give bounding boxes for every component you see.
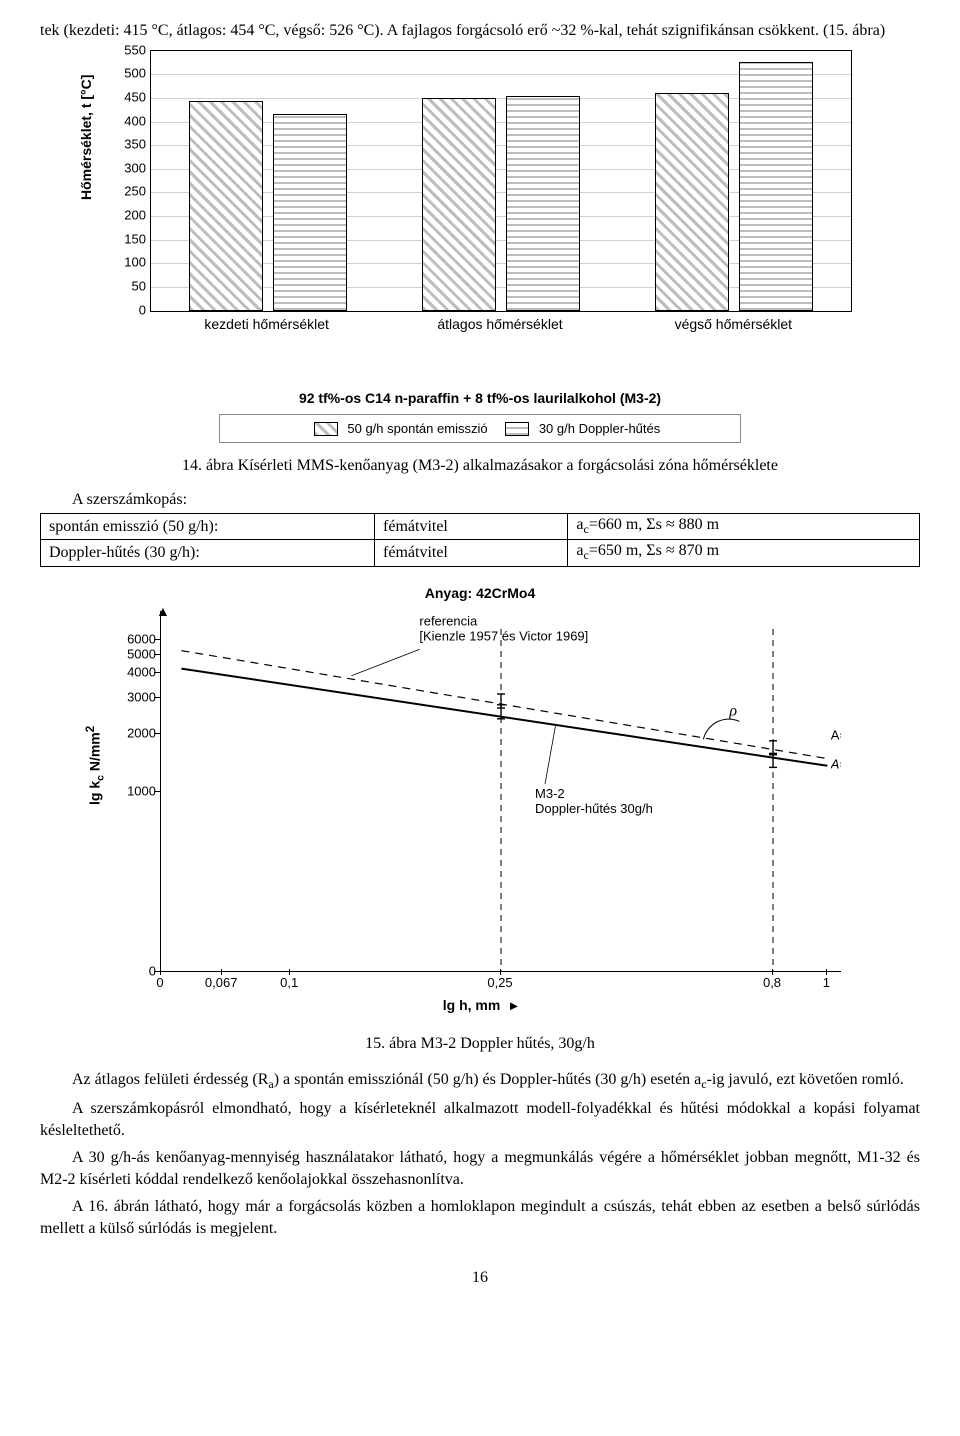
chart1-bar <box>739 62 813 311</box>
tool-wear-table: spontán emisszió (50 g/h):fémátvitelac=6… <box>40 513 920 566</box>
chart1-category-label: végső hőmérséklet <box>643 316 823 332</box>
page-number: 16 <box>40 1269 920 1287</box>
chart1-ytick: 150 <box>116 231 146 246</box>
chart1-category-label: kezdeti hőmérséklet <box>177 316 357 332</box>
chart1-category-label: átlagos hőmérséklet <box>410 316 590 332</box>
chart1-ytick: 450 <box>116 89 146 104</box>
body-paragraph-4: A 16. ábrán látható, hogy már a forgácso… <box>40 1196 920 1239</box>
cutting-force-chart: Anyag: 42CrMo4 lg kc N/mm2 ▲ ρreferencia… <box>40 585 920 1025</box>
chart2-xtick: 0,25 <box>487 975 512 990</box>
table-cell: ac=650 m, Σs ≈ 870 m <box>568 540 920 566</box>
chart1-bar <box>506 96 580 311</box>
temperature-bar-chart: Hőmérséklet, t [°C] 0 50 100 150 200 250 300 35… <box>40 50 920 444</box>
chart1-ytick: 350 <box>116 137 146 152</box>
chart2-xtick: 0 <box>156 975 163 990</box>
chart2-xtick: 1 <box>823 975 830 990</box>
svg-text:ρ: ρ <box>728 702 737 719</box>
chart2-ytick: 2000 <box>118 725 156 740</box>
table-cell: fémátvitel <box>375 514 568 540</box>
chart1-ytick: 550 <box>116 42 146 57</box>
chart1-y-axis-label: Hőmérséklet, t [°C] <box>78 74 94 199</box>
chart1-ytick: 300 <box>116 160 146 175</box>
x-axis-arrow-icon: ▸ <box>510 997 517 1013</box>
chart2-xtick: 0,8 <box>763 975 781 990</box>
chart2-ytick: 6000 <box>118 632 156 647</box>
chart1-bar <box>273 114 347 310</box>
chart2-title: Anyag: 42CrMo4 <box>90 585 870 601</box>
svg-text:[Kienzle 1957 és Victor 1969]: [Kienzle 1957 és Victor 1969] <box>419 628 588 643</box>
chart1-bar <box>655 93 729 310</box>
body-paragraph-2: A szerszámkopásról elmondható, hogy a kí… <box>40 1098 920 1141</box>
table-cell: spontán emisszió (50 g/h): <box>41 514 375 540</box>
svg-text:Doppler-hűtés 30g/h: Doppler-hűtés 30g/h <box>535 801 653 816</box>
chart2-xtick: 0,067 <box>205 975 238 990</box>
chart2-xtick: 0,1 <box>280 975 298 990</box>
chart2-ytick: 4000 <box>118 664 156 679</box>
legend-swatch-diagonal <box>314 422 338 436</box>
table-cell: fémátvitel <box>375 540 568 566</box>
legend-label-2: 30 g/h Doppler-hűtés <box>539 421 660 436</box>
table-cell: Doppler-hűtés (30 g/h): <box>41 540 375 566</box>
table-row: Doppler-hűtés (30 g/h):fémátvitelac=650 … <box>41 540 920 566</box>
table-row: spontán emisszió (50 g/h):fémátvitelac=6… <box>41 514 920 540</box>
chart1-ytick: 100 <box>116 255 146 270</box>
chart2-ytick: 3000 <box>118 689 156 704</box>
figure-14-caption: 14. ábra Kísérleti MMS-kenőanyag (M3-2) … <box>40 457 920 475</box>
chart1-bar <box>422 98 496 311</box>
chart1-ytick: 500 <box>116 66 146 81</box>
chart1-ytick: 250 <box>116 184 146 199</box>
chart1-ytick: 0 <box>116 302 146 317</box>
chart1-bar <box>189 101 263 310</box>
chart2-y-axis-label: lg kc N/mm2 <box>84 725 106 804</box>
chart1-ytick: 50 <box>116 278 146 293</box>
body-paragraph-3: A 30 g/h-ás kenőanyag-mennyiség használa… <box>40 1147 920 1190</box>
body-paragraph-1: Az átlagos felületi érdesség (Ra) a spon… <box>40 1069 920 1092</box>
tool-wear-heading: A szerszámkopás: <box>72 491 920 509</box>
legend-label-1: 50 g/h spontán emisszió <box>347 421 487 436</box>
svg-text:referencia: referencia <box>419 613 478 628</box>
chart1-ytick: 200 <box>116 208 146 223</box>
intro-paragraph: tek (kezdeti: 415 °C, átlagos: 454 °C, v… <box>40 20 920 42</box>
chart2-ytick: 5000 <box>118 646 156 661</box>
svg-text:M3-2: M3-2 <box>535 786 565 801</box>
chart2-ytick: 1000 <box>118 783 156 798</box>
chart2-x-axis-label: lg h, mm ▸ <box>90 997 870 1014</box>
chart1-ytick: 400 <box>116 113 146 128</box>
chart1-legend: 50 g/h spontán emisszió 30 g/h Doppler-h… <box>219 414 741 444</box>
legend-swatch-horizontal <box>505 422 529 436</box>
figure-15-caption: 15. ábra M3-2 Doppler hűtés, 30g/h <box>40 1035 920 1053</box>
table-cell: ac=660 m, Σs ≈ 880 m <box>568 514 920 540</box>
chart2-ytick: 0 <box>118 963 156 978</box>
chart1-subtitle: 92 tf%-os C14 n-paraffin + 8 tf%-os laur… <box>40 390 920 406</box>
